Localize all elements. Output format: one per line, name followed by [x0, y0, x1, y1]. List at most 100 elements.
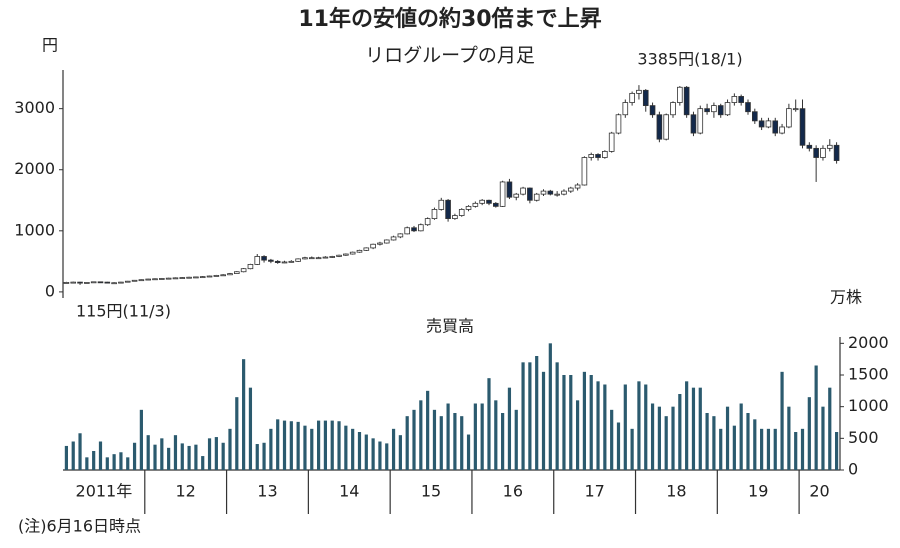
candle-body — [90, 281, 97, 284]
y-axis-label: 万株 — [830, 288, 862, 307]
candle-body — [145, 278, 151, 281]
candle-body — [745, 102, 751, 113]
candle-body — [131, 279, 138, 282]
volume-bar — [719, 428, 723, 470]
candle-body — [711, 105, 717, 113]
candle-body — [602, 151, 608, 158]
x-tick-label: 12 — [176, 482, 196, 501]
candle-body — [765, 120, 772, 128]
candle-body — [84, 282, 90, 284]
candle-body — [493, 202, 499, 207]
volume-bar — [691, 387, 696, 470]
candle-body — [438, 199, 445, 210]
volume-bar — [548, 343, 552, 470]
candle-body — [220, 274, 226, 277]
candle-body — [152, 278, 158, 281]
candle-body — [172, 277, 179, 280]
candle-body — [452, 215, 458, 219]
volume-bar — [310, 428, 314, 470]
candle-body — [683, 86, 690, 116]
y-tick-label: 2000 — [14, 159, 55, 178]
candle-body — [295, 258, 301, 262]
volume-bar — [657, 406, 661, 470]
candle-body — [636, 89, 642, 94]
candle-body — [336, 254, 342, 257]
volume-title: 売買高 — [426, 317, 474, 336]
volume-bar — [316, 420, 321, 470]
volume-bar — [126, 457, 130, 470]
volume-bar — [487, 378, 491, 470]
candle-body — [227, 273, 233, 276]
annotation: 3385円(18/1) — [637, 50, 742, 69]
volume-bar — [269, 428, 273, 470]
volume-bar — [834, 432, 839, 470]
volume-bar — [637, 381, 641, 470]
candle-body — [738, 96, 744, 103]
volume-bar — [535, 356, 539, 470]
candle-body — [608, 132, 615, 152]
candle-body — [411, 227, 417, 232]
volume-bar — [432, 409, 437, 470]
candle-body — [70, 281, 77, 284]
candle-body — [322, 256, 329, 259]
volume-bar — [194, 444, 198, 470]
candle-body — [206, 275, 213, 278]
candle-body — [383, 239, 390, 244]
candle-body — [533, 193, 540, 201]
volume-bar — [248, 387, 253, 470]
volume-bar — [582, 371, 587, 470]
volume-bar — [92, 451, 96, 470]
volume-bar — [460, 416, 464, 470]
x-tick-label: 16 — [503, 482, 523, 501]
candle-body — [254, 256, 261, 265]
candle-body — [343, 253, 349, 256]
volume-bar — [610, 409, 614, 470]
candle-body — [97, 281, 104, 284]
volume-bar — [71, 441, 75, 470]
candle-body — [458, 209, 465, 216]
candle-body — [465, 205, 472, 210]
candle-body — [806, 144, 813, 149]
candle-body — [752, 111, 758, 122]
candle-body — [486, 199, 492, 204]
volume-bar — [105, 457, 109, 470]
volume-bar — [678, 394, 682, 470]
y-tick-label: 1000 — [14, 220, 55, 239]
volume-bar — [753, 419, 757, 470]
candle-body — [758, 120, 765, 128]
x-tick-label: 17 — [584, 482, 604, 501]
volume-bar — [466, 434, 471, 470]
candle-body — [445, 199, 451, 219]
candle-body — [799, 108, 806, 146]
candle-body — [234, 271, 240, 274]
candle-body — [779, 126, 785, 134]
volume-bar — [180, 443, 184, 470]
candle-body — [240, 268, 247, 273]
x-tick-label: 15 — [421, 482, 441, 501]
volume-bar — [780, 371, 784, 470]
candle-body — [111, 282, 117, 285]
volume-bar — [453, 413, 457, 470]
volume-bar — [187, 445, 191, 470]
candle-body — [329, 256, 336, 258]
volume-bar — [473, 403, 477, 470]
volume-bar — [419, 400, 423, 470]
volume-bar — [78, 433, 82, 470]
volume-bar — [228, 428, 232, 470]
candle-body — [390, 236, 397, 241]
candle-body — [670, 102, 676, 116]
volume-bar — [405, 416, 409, 470]
candle-body — [179, 277, 186, 279]
volume-bar — [766, 428, 771, 470]
volume-bar — [698, 387, 702, 470]
candle-body — [315, 257, 322, 260]
candle-body — [261, 256, 267, 261]
volume-bar — [98, 441, 103, 470]
volume-bar — [828, 387, 832, 470]
volume-bar — [760, 428, 764, 470]
y-tick-label: 500 — [848, 428, 879, 447]
volume-bar — [814, 365, 818, 470]
volume-bar — [112, 454, 116, 470]
candle-body — [513, 193, 520, 198]
volume-bar — [501, 413, 505, 470]
